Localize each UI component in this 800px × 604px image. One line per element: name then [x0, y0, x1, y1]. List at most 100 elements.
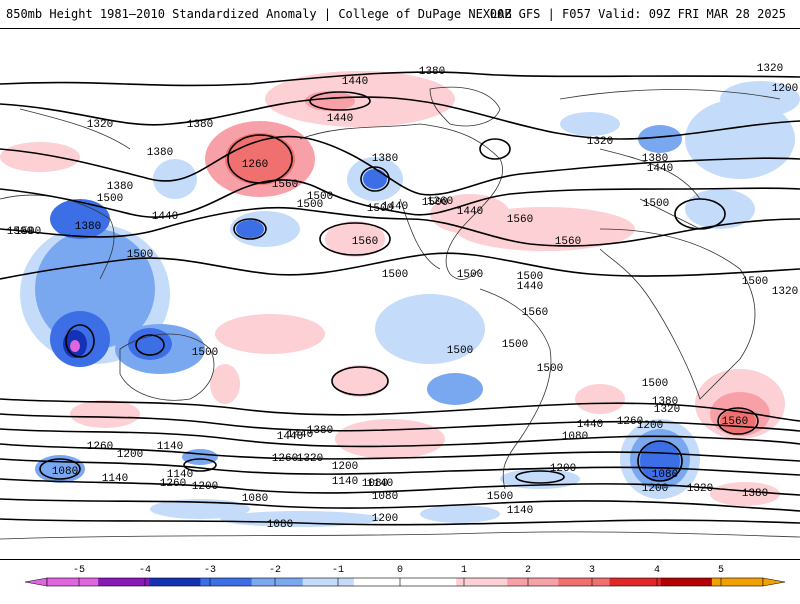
contour-label: 1500 [537, 363, 563, 375]
contour-line [0, 413, 800, 432]
weather-map: 1380 1440 1320 1200 1380 1440 1380 1320 1260 1380… [0, 28, 800, 560]
positive-anomaly [335, 419, 445, 459]
run-info: 00Z GFS | F057 Valid: 09Z FRI MAR 28 202… [489, 7, 786, 21]
coastlines [0, 86, 800, 540]
contour-label: 1440 [577, 419, 603, 431]
colorbar-segment [456, 578, 508, 586]
contour-label: 1440 [342, 76, 368, 88]
negative-anomaly [560, 112, 620, 136]
colorbar-segment [353, 578, 406, 586]
negative-anomaly [640, 441, 680, 481]
contour-label: 1380 [107, 181, 133, 193]
contour-label: 1440 [382, 201, 408, 213]
contour-label: 1440 [647, 163, 673, 175]
contour-label: 1440 [287, 429, 313, 441]
positive-anomaly [575, 384, 625, 414]
colorbar-segment [149, 578, 201, 586]
colorbar-tick-label: 1 [461, 565, 467, 576]
contour-closed [319, 222, 391, 256]
contour-label: 1560 [507, 214, 533, 226]
contour-label: 1380 [187, 119, 213, 131]
contour-label: 1500 [7, 226, 33, 238]
contour-label: 1260 [617, 416, 643, 428]
contour-label: 1200 [772, 83, 798, 95]
contour-line [0, 518, 800, 526]
contour-closed [674, 198, 726, 230]
contour-label: 1500 [15, 226, 41, 238]
contour-label: 1080 [267, 519, 293, 531]
contour-label: 1440 [327, 113, 353, 125]
contour-label: 1440 [517, 281, 543, 293]
contour-label: 1440 [152, 211, 178, 223]
coast-asia-east [0, 108, 131, 280]
contour-label: 1260 [427, 196, 453, 208]
contour-line [0, 252, 800, 280]
contour-label: 1380 [147, 147, 173, 159]
negative-anomaly [50, 199, 110, 239]
positive-anomaly [225, 133, 295, 185]
colorbar-segment [660, 578, 713, 586]
contour-label: 1500 [127, 249, 153, 261]
map-title: 850mb Height 1981–2010 Standardized Anom… [6, 7, 512, 21]
contour-label: 1560 [272, 179, 298, 191]
colorbar-segment [251, 578, 304, 586]
contour-line [0, 428, 800, 448]
contour-label: 1080 [372, 491, 398, 503]
contour-label: 1560 [352, 236, 378, 248]
colorbar-end-high [762, 577, 786, 587]
colorbar-segment [200, 578, 253, 586]
contour-label: 1200 [642, 483, 668, 495]
contour-closed [479, 138, 511, 160]
contour-label: 1500 [457, 269, 483, 281]
contour-label: 1500 [297, 199, 323, 211]
contour-label: 1380 [419, 66, 445, 78]
contour-label: 1200 [117, 449, 143, 461]
colorbar-tick-label: 2 [525, 565, 531, 576]
colorbar-ticks: -5 -4 -3 -2 -1 0 1 2 3 4 5 [73, 565, 724, 586]
coast-greenland [429, 86, 501, 127]
contour-label: 1500 [382, 269, 408, 281]
contour-label: 1380 [307, 425, 333, 437]
coast-australia [119, 333, 215, 401]
negative-anomaly [420, 505, 500, 523]
contour-label: 1140 [332, 476, 358, 488]
negative-anomaly [720, 81, 800, 117]
colorbar-segments [24, 577, 786, 587]
contour-label: 1260 [87, 441, 113, 453]
contour-label: 1380 [742, 488, 768, 500]
contour-line [0, 179, 800, 218]
positive-anomaly [325, 221, 385, 257]
negative-anomaly [230, 211, 300, 247]
colorbar-segment [98, 578, 150, 586]
positive-anomaly [710, 482, 780, 506]
negative-anomaly [375, 294, 485, 364]
contour-line [0, 206, 800, 247]
negative-anomaly [427, 373, 483, 405]
contour-label: 1440 [277, 431, 303, 443]
contour-label: 1500 [192, 347, 218, 359]
contour-label: 1140 [367, 478, 393, 490]
colorbar-tick-label: 3 [589, 565, 595, 576]
colorbar: -5 -4 -3 -2 -1 0 1 2 3 4 5 [0, 558, 800, 600]
contour-label: 1500 [742, 276, 768, 288]
contour-line [0, 498, 800, 512]
height-contours [0, 71, 800, 526]
contour-label: 1500 [367, 203, 393, 215]
contour-label: 1260 [242, 159, 268, 171]
contour-line [0, 398, 800, 422]
contour-closed [717, 407, 759, 435]
colorbar-tick-label: 0 [397, 565, 403, 576]
contour-closed [331, 366, 389, 396]
map-header: 850mb Height 1981–2010 Standardized Anom… [0, 0, 800, 28]
contour-label: 1320 [772, 286, 798, 298]
contour-label: 1080 [52, 466, 78, 478]
colorbar-tick-label: 5 [718, 565, 724, 576]
contour-label: 1140 [102, 473, 128, 485]
coast-north-america [299, 123, 503, 280]
positive-anomaly [210, 364, 240, 404]
negative-anomaly [150, 499, 250, 519]
contour-closed [227, 134, 293, 184]
contour-label: 1080 [652, 469, 678, 481]
negative-anomaly [220, 511, 380, 527]
